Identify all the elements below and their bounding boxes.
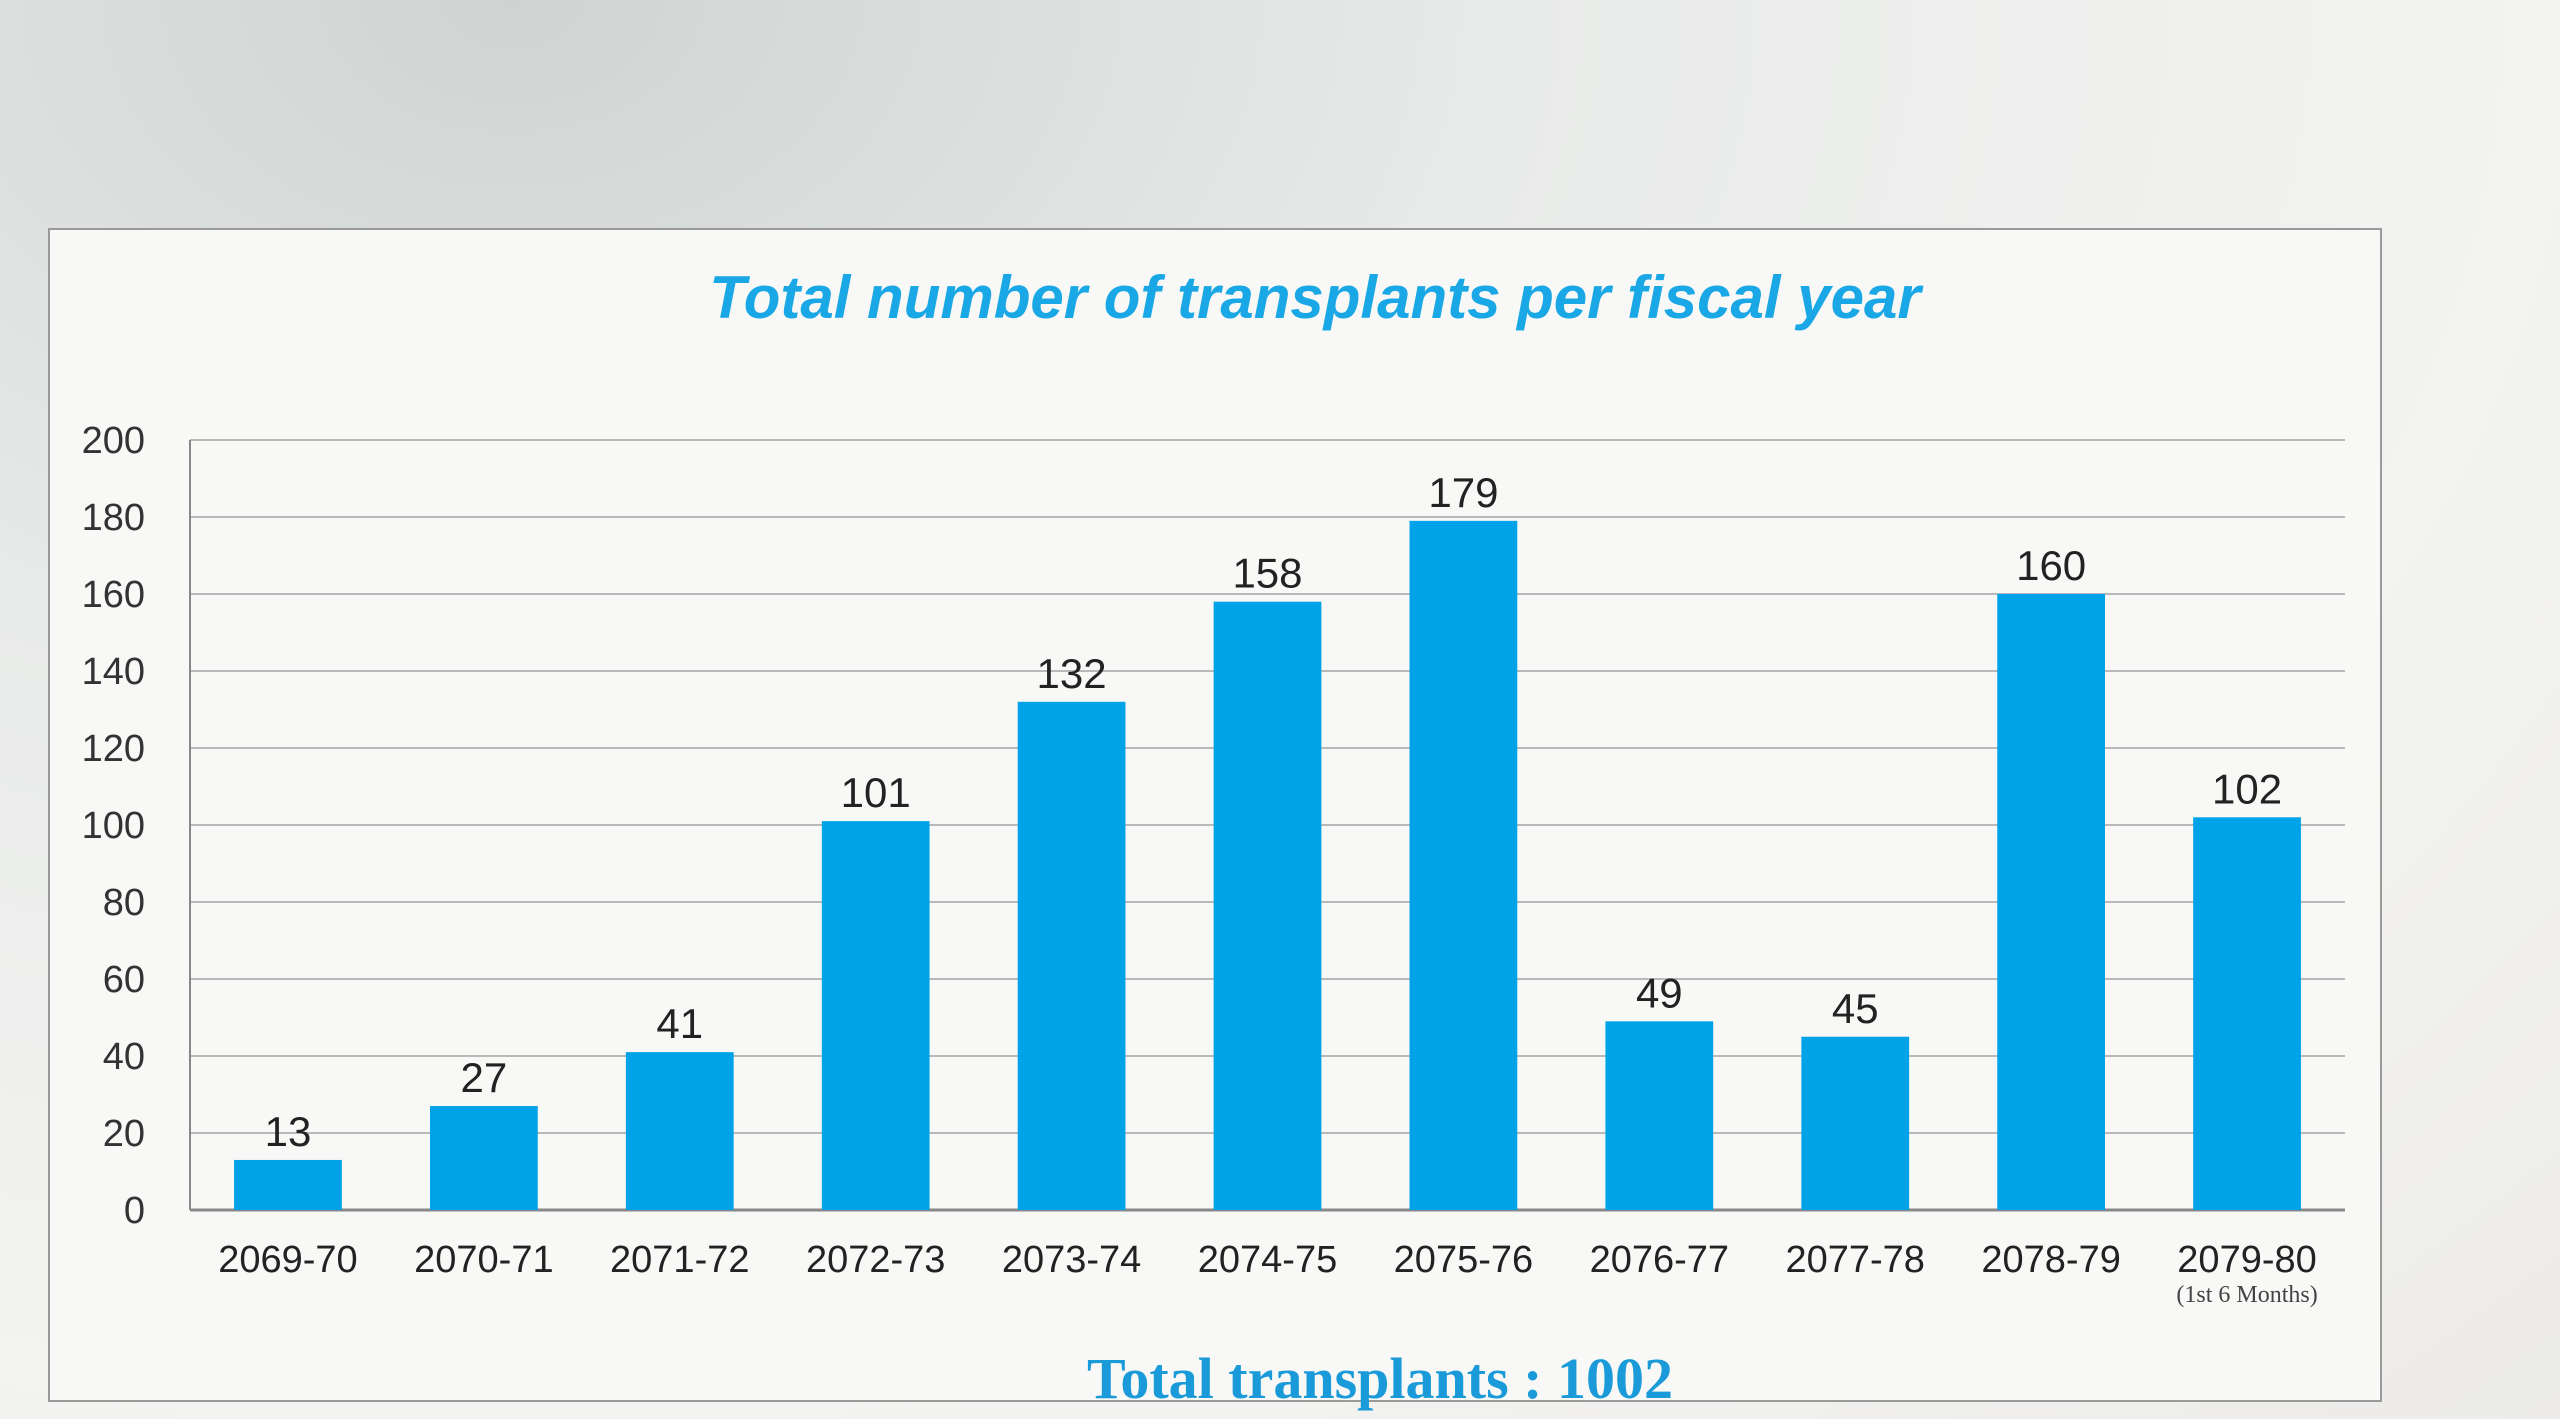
x-tick-label: 2069-70 [218, 1239, 357, 1281]
value-labels: 13 27 41 101 132 158 179 49 45 160 102 [265, 469, 2282, 1155]
bars [234, 520, 2301, 1210]
gridlines [189, 439, 2345, 1212]
x-tick-label: 2075-76 [1394, 1239, 1533, 1281]
bar-2079-80 [2193, 817, 2301, 1210]
x-tick-label: 2072-73 [806, 1239, 945, 1281]
bar-2076-77 [1605, 1021, 1714, 1210]
y-tick-label: 160 [82, 574, 145, 616]
y-tick-label: 200 [82, 420, 145, 462]
value-label: 102 [2212, 765, 2282, 812]
x-axis-ticks: 2069-70 2070-71 2071-72 2072-73 2073-74 2074-… [218, 1239, 2317, 1308]
y-tick-label: 20 [103, 1113, 145, 1155]
y-tick-label: 40 [103, 1036, 145, 1078]
total-transplants-label: Total transplants : 1002 [1087, 1346, 1673, 1411]
x-tick-label: 2071-72 [610, 1239, 749, 1281]
chart-title: Total number of transplants per fiscal y… [709, 264, 1924, 331]
value-label: 158 [1232, 550, 1302, 597]
value-label: 101 [841, 769, 911, 816]
bar-2074-75 [1213, 601, 1322, 1210]
bar-2075-76 [1409, 520, 1518, 1210]
x-tick-label: 2077-78 [1785, 1239, 1924, 1281]
y-tick-label: 180 [82, 497, 145, 539]
x-tick-label: 2070-71 [414, 1239, 553, 1281]
y-axis-ticks: 0 20 40 60 80 100 120 140 160 180 200 [82, 420, 145, 1232]
x-tick-label: 2078-79 [1981, 1239, 2120, 1281]
bar-2078-79 [1997, 594, 2106, 1210]
y-tick-label: 60 [103, 959, 145, 1001]
bar-2073-74 [1017, 701, 1126, 1210]
bar-2070-71 [429, 1106, 538, 1210]
bar-2071-72 [625, 1052, 734, 1210]
value-label: 160 [2016, 542, 2086, 589]
x-tick-label: 2073-74 [1002, 1239, 1141, 1281]
x-tick-label: 2079-80 [2177, 1239, 2316, 1281]
bar-2069-70 [234, 1159, 342, 1210]
bar-2077-78 [1801, 1036, 1910, 1210]
x-tick-note: (1st 6 Months) [2176, 1282, 2317, 1308]
x-tick-label: 2076-77 [1590, 1239, 1729, 1281]
value-label: 45 [1832, 985, 1879, 1032]
value-label: 41 [656, 1000, 703, 1047]
y-tick-label: 0 [124, 1190, 145, 1232]
y-tick-label: 80 [103, 882, 145, 924]
y-tick-label: 140 [82, 651, 145, 693]
value-label: 132 [1037, 650, 1107, 697]
y-tick-label: 100 [82, 805, 145, 847]
value-label: 13 [265, 1108, 312, 1155]
y-tick-label: 120 [82, 728, 145, 770]
x-tick-label: 2074-75 [1198, 1239, 1337, 1281]
value-label: 179 [1428, 469, 1498, 516]
value-label: 27 [461, 1054, 508, 1101]
bar-2072-73 [821, 821, 930, 1210]
value-label: 49 [1636, 969, 1683, 1016]
